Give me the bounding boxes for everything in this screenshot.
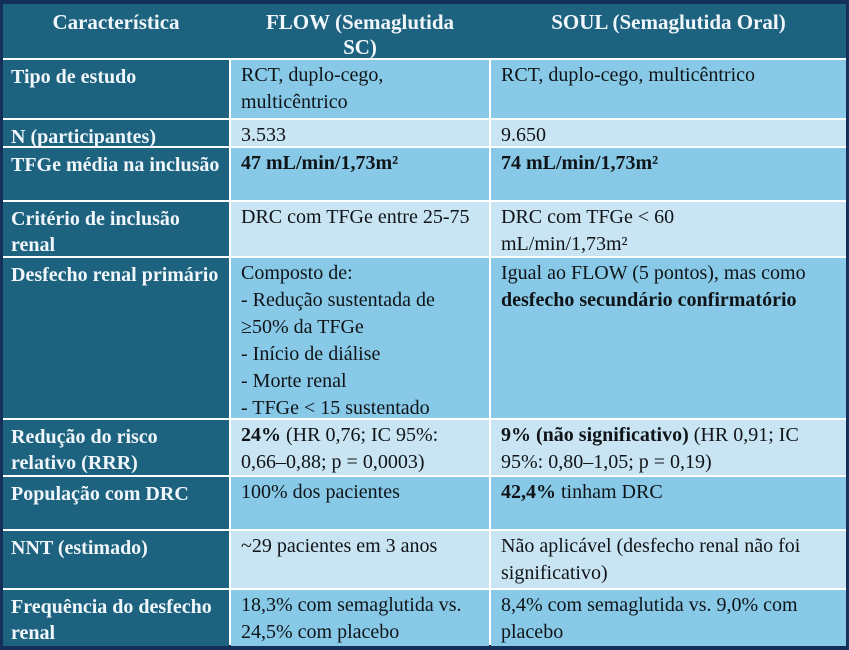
cell-line: 9.650 <box>501 122 836 149</box>
cell-line: RCT, duplo-cego, multicêntrico <box>241 62 479 116</box>
text-segment: - Morte renal <box>241 370 347 392</box>
text-segment: RCT, duplo-cego, multicêntrico <box>241 64 384 113</box>
bold-text-segment: 24% <box>241 424 281 446</box>
text-segment: mL/min/1,73m² <box>501 233 628 255</box>
cell-soul: 9% (não significativo) (HR 0,91; IC 95%:… <box>491 420 846 475</box>
text-segment: Não aplicável (desfecho renal não foi si… <box>501 535 801 584</box>
row-label: População com DRC <box>3 477 229 529</box>
text-segment: RCT, duplo-cego, multicêntrico <box>501 64 756 86</box>
table-header-row: Característica FLOW (Semaglutida SC) SOU… <box>3 4 846 59</box>
bold-text-segment: 47 mL/min/1,73m² <box>241 152 399 174</box>
cell-soul: 74 mL/min/1,73m² <box>491 148 846 200</box>
row-label: Redução do risco relativo (RRR) <box>3 420 229 475</box>
cell-line: 24% (HR 0,76; IC 95%: 0,66–0,88; p = 0,0… <box>241 422 479 476</box>
header-soul-study: SOUL (Semaglutida Oral) <box>551 10 786 34</box>
cell-flow: 24% (HR 0,76; IC 95%: 0,66–0,88; p = 0,0… <box>231 420 489 475</box>
cell-soul: RCT, duplo-cego, multicêntrico <box>491 60 846 118</box>
bold-text-segment: 42,4% <box>501 481 556 503</box>
cell-soul: Igual ao FLOW (5 pontos), mas como desfe… <box>491 258 846 418</box>
cell-line: 74 mL/min/1,73m² <box>501 150 836 177</box>
cell-line: - TFGe < 15 sustentado <box>241 395 479 422</box>
cell-flow: ~29 pacientes em 3 anos <box>231 531 489 588</box>
row-label: Critério de inclusão renal <box>3 202 229 256</box>
cell-line: Não aplicável (desfecho renal não foi si… <box>501 533 836 587</box>
bold-text-segment: 74 mL/min/1,73m² <box>501 152 659 174</box>
cell-line: ~29 pacientes em 3 anos <box>241 533 479 560</box>
cell-line: DRC com TFGe entre 25-75 <box>241 204 479 231</box>
cell-line: 9% (não significativo) (HR 0,91; IC 95%:… <box>501 422 836 476</box>
cell-flow: RCT, duplo-cego, multicêntrico <box>231 60 489 118</box>
cell-line: 8,4% com semaglutida vs. 9,0% com placeb… <box>501 592 836 646</box>
header-flow-study: FLOW (Semaglutida SC) <box>265 10 455 59</box>
header-characteristic: Característica <box>52 10 180 34</box>
cell-line: DRC com TFGe < 60 <box>501 204 836 231</box>
cell-flow: 100% dos pacientes <box>231 477 489 529</box>
text-segment: DRC com TFGe entre 25-75 <box>241 206 470 228</box>
text-segment: 9.650 <box>501 124 546 146</box>
cell-soul: DRC com TFGe < 60 mL/min/1,73m² <box>491 202 846 256</box>
text-segment: (HR 0,91; IC 95%: 0,80–1,05; p = 0,19) <box>501 424 799 473</box>
table-grid: Característica FLOW (Semaglutida SC) SOU… <box>3 4 846 646</box>
cell-flow: 3.533 <box>231 120 489 146</box>
row-label: Desfecho renal primário <box>3 258 229 418</box>
text-segment: Composto de: <box>241 262 353 284</box>
cell-line: 3.533 <box>241 122 479 149</box>
text-segment: tinham DRC <box>556 481 663 503</box>
bold-text-segment: 9% (não significativo) <box>501 424 689 446</box>
cell-line: RCT, duplo-cego, multicêntrico <box>501 62 836 89</box>
text-segment: - Redução sustentada de ≥50% da TFGe <box>241 289 435 338</box>
text-segment: 100% dos pacientes <box>241 481 400 503</box>
text-segment: (HR 0,76; IC 95%: 0,66–0,88; p = 0,0003) <box>241 424 439 473</box>
cell-flow: Composto de: - Redução sustentada de ≥50%… <box>231 258 489 419</box>
cell-line: - Redução sustentada de ≥50% da TFGe <box>241 287 479 341</box>
cell-flow: 18,3% com semaglutida vs. 24,5% com plac… <box>231 590 489 646</box>
cell-line: Composto de: <box>241 260 479 287</box>
cell-line: 47 mL/min/1,73m² <box>241 150 479 177</box>
cell-soul: 8,4% com semaglutida vs. 9,0% com placeb… <box>491 590 846 646</box>
row-label: Tipo de estudo <box>3 60 229 118</box>
cell-line: - Início de diálise <box>241 341 479 368</box>
text-segment: Igual ao FLOW (5 pontos), mas como <box>501 262 806 284</box>
cell-line: - Morte renal <box>241 368 479 395</box>
text-segment: ~29 pacientes em 3 anos <box>241 535 438 557</box>
row-label: NNT (estimado) <box>3 531 229 588</box>
cell-soul: Não aplicável (desfecho renal não foi si… <box>491 531 846 588</box>
text-segment: - TFGe < 15 sustentado <box>241 397 430 419</box>
cell-line: 42,4% tinham DRC <box>501 479 836 506</box>
text-segment: DRC com TFGe < 60 <box>501 206 675 228</box>
cell-line: mL/min/1,73m² <box>501 231 836 258</box>
cell-soul: 42,4% tinham DRC <box>491 477 846 529</box>
cell-soul: 9.650 <box>491 120 846 146</box>
cell-line: 100% dos pacientes <box>241 479 479 506</box>
cell-flow: DRC com TFGe entre 25-75 <box>231 202 489 256</box>
text-segment: 3.533 <box>241 124 286 146</box>
cell-line: Igual ao FLOW (5 pontos), mas como desfe… <box>501 260 836 314</box>
bold-text-segment: desfecho secundário confirmatório <box>501 289 797 311</box>
row-label: TFGe média na inclusão <box>3 148 229 200</box>
row-label: Frequência do desfecho renal <box>3 590 229 646</box>
row-label: N (participantes) <box>3 120 229 148</box>
text-segment: 18,3% com semaglutida vs. 24,5% com plac… <box>241 594 462 643</box>
text-segment: - Início de diálise <box>241 343 381 365</box>
text-segment: 8,4% com semaglutida vs. 9,0% com placeb… <box>501 594 798 643</box>
cell-line: 18,3% com semaglutida vs. 24,5% com plac… <box>241 592 479 646</box>
cell-flow: 47 mL/min/1,73m² <box>231 148 489 200</box>
